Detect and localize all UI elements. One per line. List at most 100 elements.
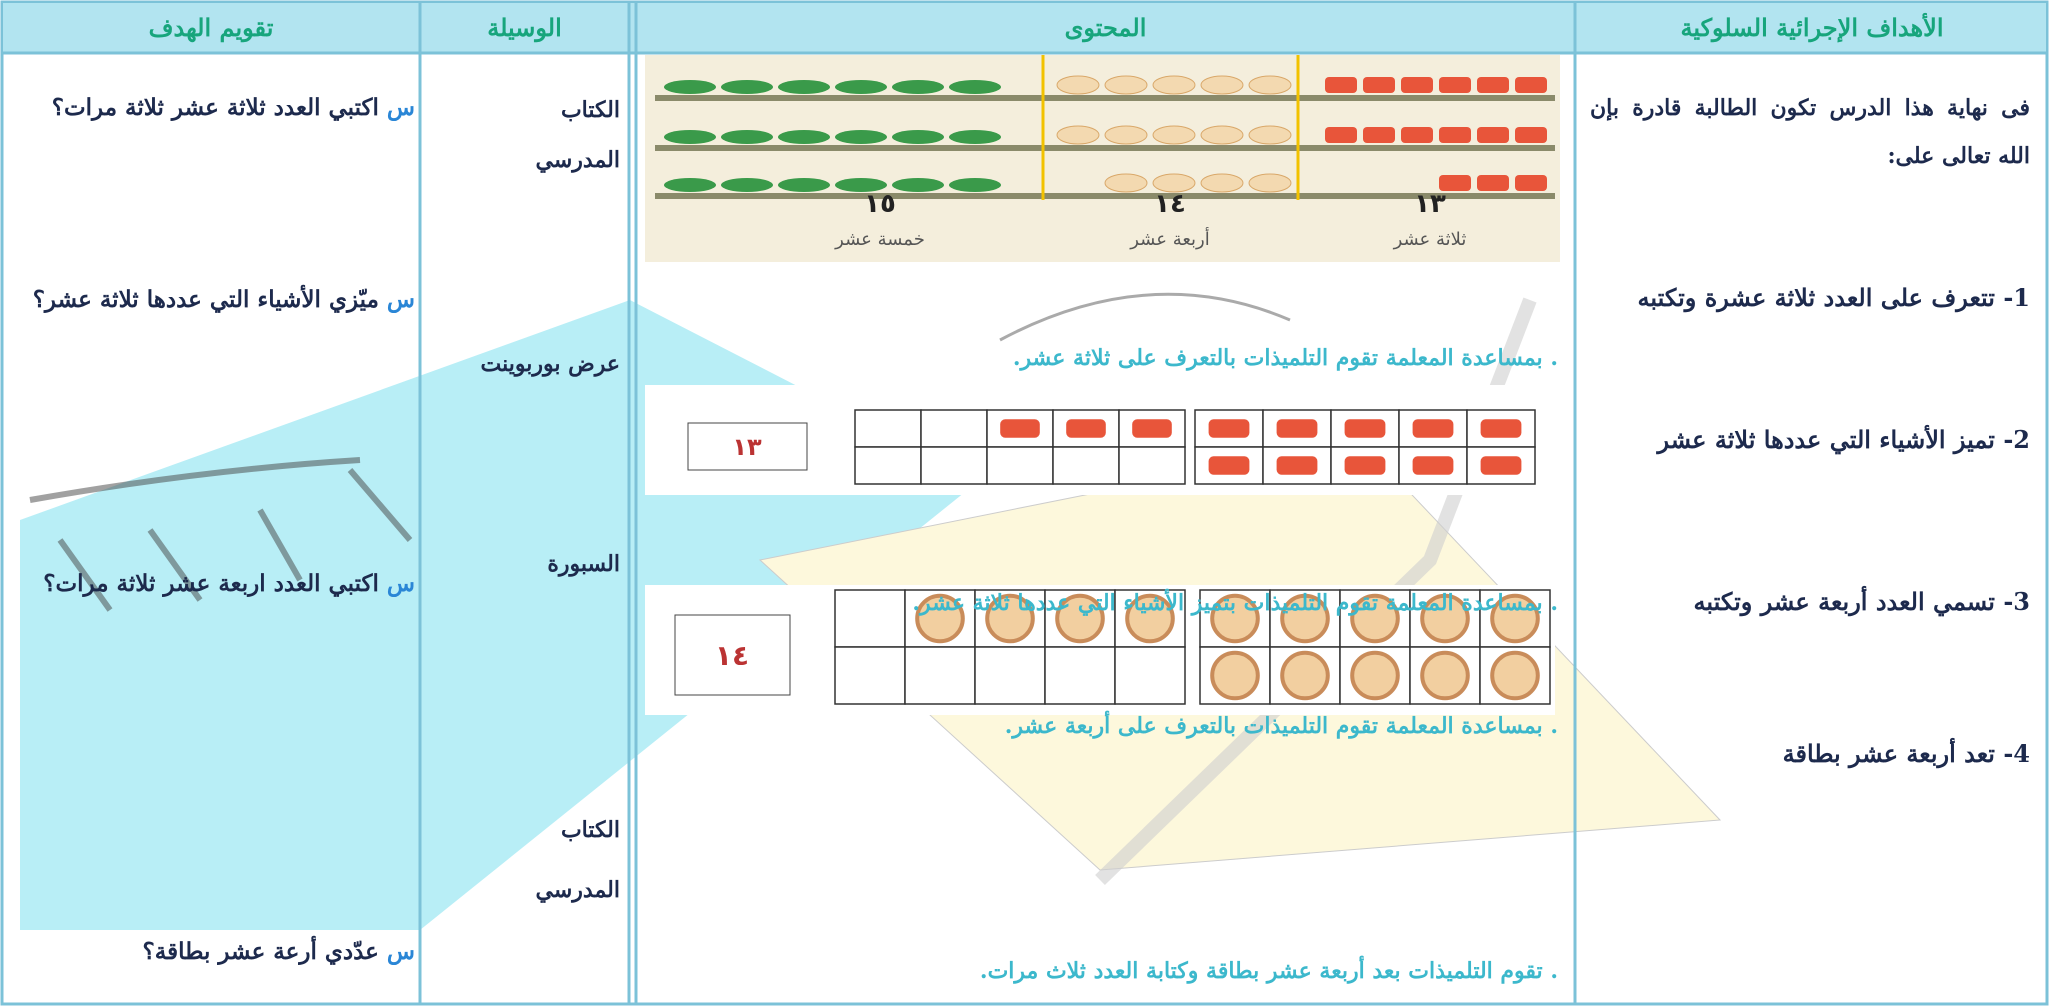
shelf <box>655 193 1555 199</box>
plate <box>1056 125 1100 145</box>
plate <box>1056 75 1100 95</box>
plate <box>1210 593 1260 644</box>
bowl <box>664 80 716 94</box>
cup <box>1325 77 1357 93</box>
question-text: اكتبي العدد ثلاثة عشر ثلاثة مرات؟ <box>51 94 379 121</box>
evaluation-question: س اكتبي العدد ثلاثة عشر ثلاثة مرات؟ <box>20 84 415 132</box>
evaluation-question: س ميّزي الأشياء التي عددها ثلاثة عشر؟ <box>20 276 415 324</box>
plate <box>1200 75 1244 95</box>
cup <box>1439 77 1471 93</box>
question-marker: س <box>386 94 415 121</box>
cup <box>1276 456 1318 475</box>
plate <box>1152 173 1196 193</box>
cup <box>1515 77 1547 93</box>
cup <box>1515 175 1547 191</box>
plate <box>1280 593 1330 644</box>
frame-cell <box>1330 446 1400 485</box>
objective: 4- تعد أربعة عشر بطاقة <box>1782 739 2030 768</box>
cup <box>1401 127 1433 143</box>
bowl <box>949 80 1001 94</box>
shelf <box>655 145 1555 151</box>
figure-number: ١٥ <box>864 189 896 219</box>
cup <box>1480 419 1522 438</box>
cup <box>1208 456 1250 475</box>
bowl <box>835 130 887 144</box>
card-number: ١٣ <box>732 433 762 461</box>
sketch-line <box>999 292 1291 342</box>
tool: السبورة <box>547 551 620 577</box>
header-tools: الوسيلة <box>487 13 562 42</box>
bowl <box>949 130 1001 144</box>
question-marker: س <box>386 286 415 313</box>
figure-number: ١٤ <box>1154 189 1186 219</box>
shelf <box>655 95 1555 101</box>
plate <box>1490 593 1540 644</box>
figure-word: ثلاثة عشر <box>1393 229 1467 250</box>
cup <box>1363 77 1395 93</box>
objective: 1- تتعرف على العدد ثلاثة عشرة وتكتبه <box>1637 283 2031 312</box>
evaluation-question: س عدّدي أرعة عشر بطاقة؟ <box>20 928 415 976</box>
bowl <box>835 80 887 94</box>
content-sentence: . بمساعدة المعلمة تقوم التلميذات بتميز ا… <box>912 590 1558 616</box>
plate <box>1104 125 1148 145</box>
plate <box>1420 593 1470 644</box>
frame-cell <box>920 446 988 485</box>
bowl <box>949 178 1001 192</box>
plate <box>1420 650 1470 701</box>
figure-word: أربعة عشر <box>1129 227 1210 250</box>
frame-cell <box>974 646 1046 705</box>
header-content: المحتوى <box>1064 13 1147 42</box>
plate <box>1104 75 1148 95</box>
cup <box>1480 456 1522 475</box>
cup <box>1066 419 1106 438</box>
cup <box>1132 419 1172 438</box>
cup <box>1000 419 1040 438</box>
cup <box>1363 127 1395 143</box>
plate <box>1055 593 1105 644</box>
figure-number: ١٣ <box>1414 189 1446 219</box>
bowl <box>778 130 830 144</box>
frame-cell <box>904 646 976 705</box>
plate <box>1350 650 1400 701</box>
question-text: ميّزي الأشياء التي عددها ثلاثة عشر؟ <box>32 286 379 313</box>
bowl <box>721 178 773 192</box>
frame-cell <box>986 446 1054 485</box>
plate <box>1248 173 1292 193</box>
evaluation-question: س اكتبي العدد اربعة عشر ثلاثة مرات؟ <box>20 560 415 608</box>
plate <box>1152 75 1196 95</box>
plate <box>1152 125 1196 145</box>
plate <box>1200 125 1244 145</box>
plate <box>1248 125 1292 145</box>
tool: الكتاب المدرسي <box>535 817 620 903</box>
frame-cell <box>834 589 906 648</box>
header-evaluation: تقويم الهدف <box>148 13 274 42</box>
number-card <box>687 422 808 471</box>
card-number: ١٤ <box>715 639 749 672</box>
frame-cell <box>1114 646 1186 705</box>
number-card <box>674 614 791 696</box>
content-sentence: . بمساعدة المعلمة تقوم التلميذات بالتعرف… <box>1004 713 1558 739</box>
bowl <box>892 80 944 94</box>
plate <box>1125 593 1175 644</box>
frame-cell <box>920 409 988 448</box>
figure-word: خمسة عشر <box>834 229 925 250</box>
question-marker: س <box>386 938 415 965</box>
cup <box>1412 456 1454 475</box>
bowl <box>892 178 944 192</box>
bowl <box>664 130 716 144</box>
question-text: اكتبي العدد اربعة عشر ثلاثة مرات؟ <box>43 570 379 597</box>
frame-cell <box>1118 446 1186 485</box>
cup <box>1401 77 1433 93</box>
objectives-intro: فى نهاية هذا الدرس تكون الطالبة قادرة بإ… <box>1590 95 2030 169</box>
bowl <box>778 178 830 192</box>
notebook-sketch <box>29 457 413 612</box>
cup <box>1344 456 1386 475</box>
plate <box>1210 650 1260 701</box>
frame-cell <box>854 409 922 448</box>
cup <box>1344 419 1386 438</box>
plate <box>1490 650 1540 701</box>
plate <box>1350 593 1400 644</box>
cup <box>1477 175 1509 191</box>
